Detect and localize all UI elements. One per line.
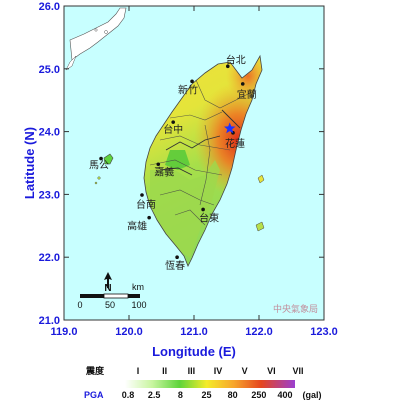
city-dot [147,215,151,220]
legend-level-VII: VII [292,366,303,376]
north-arrow: N [104,272,112,294]
legend-pga-value: 400 [277,390,292,400]
legend-level-I: I [137,366,140,376]
legend: 震度 PGA I II III IV V VI VII 0.8 2.5 8 25 80 250 400 … [84,365,322,400]
legend-level-VI: VI [267,366,276,376]
penghu-island [103,153,114,165]
county-borders [149,79,253,226]
legend-pga-value: 2.5 [148,390,161,400]
legend-pga-unit: (gal) [303,390,322,400]
legend-level-II: II [162,366,167,376]
city-dot [175,255,179,259]
axis-ticks: 119.0 120.0 121.0 122.0 123.0 26.0 25.0 24.0 23.… [39,1,338,338]
scale-bar: N km 0 50 100 [77,272,147,310]
legend-pga-value: 0.8 [122,390,135,400]
city-dot [171,120,175,124]
watermark: 中央氣象局 [273,303,318,315]
scale-label-100: 100 [131,300,146,310]
scale-label-50: 50 [105,300,115,310]
y-tick-label: 26.0 [39,1,60,13]
city-dot [99,156,103,161]
rivers [159,109,241,176]
y-tick-label: 24.0 [39,127,60,139]
legend-level-V: V [242,366,248,376]
city-dot [190,79,194,84]
city-label: 台北 [226,53,246,66]
mainland-islet [65,55,77,71]
y-tick-label: 22.0 [39,252,60,264]
city-label: 恆春 [165,259,185,272]
scale-label-0: 0 [77,300,82,310]
x-tick-label: 120.0 [115,326,143,338]
y-axis-title: Latitude (N) [22,127,37,199]
legend-intensity-label: 震度 [85,365,105,377]
north-label: N [104,283,111,294]
city-label: 台東 [199,211,219,224]
y-tick-label: 25.0 [39,64,60,76]
legend-pga-value: 25 [201,390,211,400]
y-tick-label: 23.0 [39,189,60,201]
scale-unit: km [132,282,144,292]
city-dot [240,82,245,86]
penghu-islet [94,181,98,185]
legend-pga-value: 250 [251,390,266,400]
offshore-islet [94,28,98,32]
city-label: 台中 [163,123,183,136]
scale-segment-dark [128,294,140,298]
x-axis-title: Longitude (E) [152,344,236,359]
green-island [257,174,265,184]
legend-pga-value: 8 [178,390,183,400]
scale-segment-dark [80,294,104,298]
city-label: 宜蘭 [237,88,257,101]
city-dot [201,207,205,212]
city-dot [156,162,161,167]
city-label: 嘉義 [154,165,174,178]
city-dot [140,193,144,197]
legend-pga-label: PGA [84,390,104,400]
north-arrow-icon [104,272,112,288]
legend-level-IV: IV [214,366,223,376]
legend-colorbar [125,380,295,388]
x-tick-label: 119.0 [51,326,78,338]
penghu-islet [97,176,101,180]
legend-pga-value: 80 [228,390,238,400]
legend-intensity-levels: I II III IV V VI VII [137,366,304,376]
x-tick-label: 121.0 [180,326,208,338]
x-tick-label: 122.0 [245,326,273,338]
city-label: 馬公 [89,160,109,172]
offshore-islet [104,30,108,34]
legend-level-III: III [188,366,196,376]
city-dot [226,64,230,69]
epicenter-star-icon [224,122,236,134]
orchid-island [255,221,265,232]
y-tick-label: 21.0 [39,315,60,327]
city-label: 花蓮 [225,137,245,150]
legend-pga-values: 0.8 2.5 8 25 80 250 400 [122,390,293,400]
city-label: 高雄 [127,220,147,233]
x-tick-label: 123.0 [310,326,338,338]
scale-segment-light [103,293,129,299]
mainland-coast [69,7,127,61]
city-label: 台南 [136,198,156,211]
epicenter-marker [224,122,236,134]
city-label: 新竹 [178,83,198,96]
